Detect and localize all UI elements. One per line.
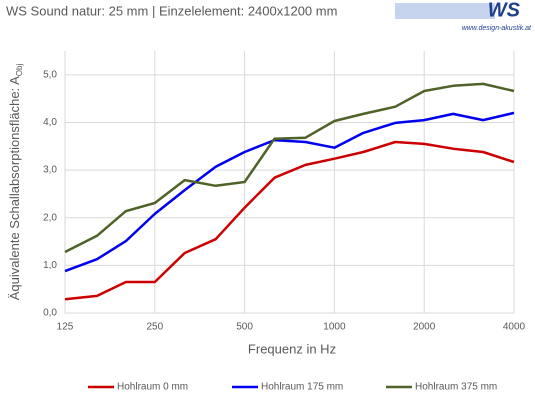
chart-title: WS Sound natur: 25 mm | Einzelelement: 2… bbox=[6, 3, 337, 18]
series-line bbox=[64, 82, 515, 254]
y-axis-label-main: Äquivalente Schallabsorptionsfläche: A bbox=[7, 76, 22, 300]
x-tick-label: 500 bbox=[236, 322, 253, 333]
y-axis-label: Äquivalente Schallabsorptionsfläche: AOb… bbox=[7, 64, 24, 301]
series-line bbox=[64, 140, 515, 301]
legend-label: Hohlraum 375 mm bbox=[415, 382, 497, 393]
y-tick-label: 1,0 bbox=[43, 260, 57, 271]
x-tick-label: 2000 bbox=[413, 322, 436, 333]
x-tick-label: 4000 bbox=[503, 322, 526, 333]
x-tick-label: 125 bbox=[57, 322, 74, 333]
x-tick-label: 250 bbox=[146, 322, 163, 333]
y-tick-label: 5,0 bbox=[43, 69, 57, 80]
logo-banner bbox=[395, 3, 495, 19]
y-tick-label: 0,0 bbox=[43, 308, 57, 319]
y-tick-label: 4,0 bbox=[43, 117, 57, 128]
x-axis-label: Frequenz in Hz bbox=[248, 341, 336, 356]
series-line bbox=[64, 111, 515, 273]
legend-label: Hohlraum 175 mm bbox=[261, 382, 343, 393]
logo-url: www.design-akustik.at bbox=[462, 25, 532, 32]
x-tick-label: 1000 bbox=[323, 322, 346, 333]
logo: WS bbox=[488, 0, 521, 21]
y-tick-label: 2,0 bbox=[43, 212, 57, 223]
legend-label: Hohlraum 0 mm bbox=[117, 382, 188, 393]
y-tick-label: 3,0 bbox=[43, 165, 57, 176]
y-axis-label-subscript: Obj bbox=[15, 64, 24, 77]
